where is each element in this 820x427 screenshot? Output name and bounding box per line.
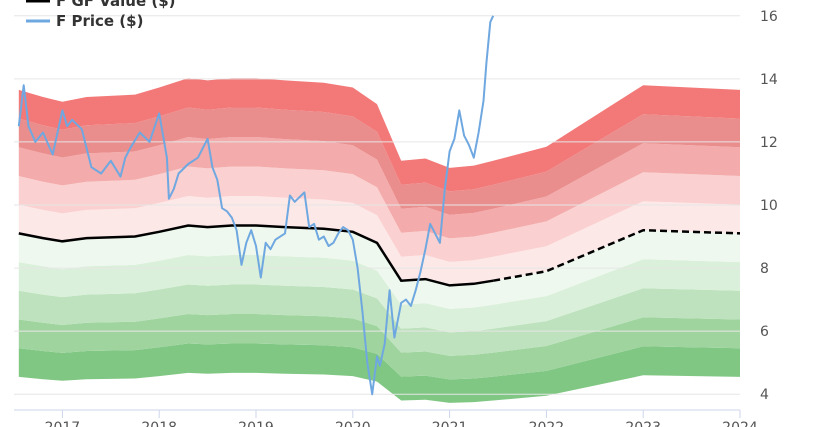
valuation-band-9	[18, 78, 741, 192]
valuation-band-7	[18, 137, 741, 239]
legend-label-price: F Price ($)	[56, 12, 143, 30]
legend-label-gf-value: F GF Value ($)	[56, 0, 176, 10]
valuation-band-0	[18, 343, 741, 403]
x-tick-label-5: 2022	[529, 420, 565, 427]
x-tick-label-1: 2018	[141, 420, 177, 427]
x-tick-label-2: 2019	[238, 420, 274, 427]
y-tick-label-5: 14	[760, 72, 778, 88]
y-tick-label-3: 10	[760, 198, 778, 214]
y-tick-label-1: 6	[760, 324, 769, 340]
valuation-band-6	[18, 166, 741, 262]
gf-value-line-historic	[18, 224, 494, 287]
grid-lines	[14, 15, 740, 395]
x-tick-label-7: 2024	[722, 420, 758, 427]
x-axis-ticks: 2017 2018 2019 2020 2021 2022 2023 2024	[45, 410, 758, 427]
valuation-band-8	[18, 107, 741, 215]
x-tick-label-4: 2021	[432, 420, 468, 427]
valuation-band-2	[18, 284, 741, 356]
y-tick-label-2: 8	[760, 261, 769, 277]
valuation-bands	[18, 78, 741, 403]
price-series-path	[17, 15, 495, 396]
valuation-band-1	[18, 314, 741, 380]
price-line	[17, 15, 495, 396]
valuation-band-5	[18, 196, 741, 286]
y-tick-label-0: 4	[760, 387, 769, 403]
x-tick-label-0: 2017	[45, 420, 81, 427]
y-tick-label-4: 12	[760, 135, 778, 151]
x-tick-label-6: 2023	[625, 420, 661, 427]
legend: F GF Value ($) F Price ($)	[26, 0, 176, 30]
y-axis-ticks: 4 6 8 10 12 14 16	[760, 9, 778, 403]
gf-value-line	[18, 224, 741, 287]
gf-value-line-projected	[492, 228, 741, 282]
x-tick-label-3: 2020	[335, 420, 371, 427]
valuation-band-4	[18, 225, 741, 309]
valuation-band-3	[18, 255, 741, 333]
y-tick-label-6: 16	[760, 9, 778, 25]
